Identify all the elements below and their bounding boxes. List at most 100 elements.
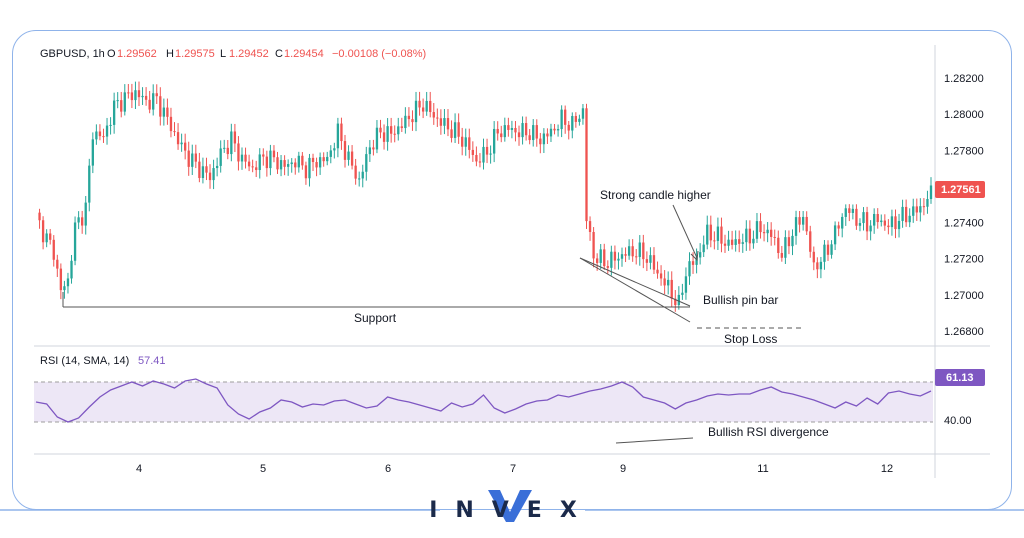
candle-body [883, 220, 886, 226]
candle-body [233, 131, 237, 144]
candle-body [436, 117, 439, 119]
candle-body [382, 132, 386, 142]
stop-loss-label: Stop Loss [724, 332, 777, 346]
candle-body [635, 256, 638, 258]
candle-body [553, 128, 556, 131]
candle-body [347, 151, 350, 160]
candle-body [677, 294, 680, 306]
candle-body [713, 240, 716, 242]
candle-body [478, 161, 482, 163]
candle-body [137, 90, 141, 98]
price-tick-label: 1.28000 [944, 109, 984, 121]
candle-body [681, 292, 684, 295]
candle-body [450, 129, 453, 138]
price-tick-label: 1.27000 [944, 290, 984, 302]
candle-body [453, 122, 457, 138]
candle-body [66, 278, 70, 287]
close-value: 1.29454 [284, 48, 324, 60]
candle-body [297, 155, 300, 168]
candle-body [45, 233, 48, 243]
candle-body [308, 157, 311, 179]
pin-bar-label: Bullish pin bar [703, 293, 778, 307]
candle-body [421, 107, 425, 112]
candle-body [503, 125, 506, 138]
candle-body [187, 150, 190, 167]
high-value: 1.29575 [175, 48, 215, 60]
candle-body [791, 235, 794, 247]
candle-body [386, 126, 389, 142]
candle-body [830, 244, 833, 255]
candle-body [41, 220, 45, 243]
candle-body [262, 154, 265, 157]
candle-body [52, 239, 55, 260]
candle-body [716, 226, 720, 241]
high-label: H [166, 48, 174, 60]
candle-body [794, 217, 798, 236]
candle-body [489, 153, 492, 155]
candle-body [361, 171, 364, 179]
candle-body [578, 118, 581, 122]
candle-body [755, 221, 759, 239]
candle-body [858, 223, 862, 226]
candle-body [926, 198, 929, 207]
strong-candle-arrow [672, 204, 698, 259]
candle-body [809, 231, 812, 252]
candle-body [709, 224, 712, 241]
rsi-pane [34, 378, 933, 423]
rsi-line [35, 378, 932, 423]
candle-body [294, 162, 297, 168]
candle-body [745, 228, 748, 243]
last-price-value: 1.27561 [941, 184, 981, 196]
candle-body [929, 185, 933, 199]
candle-body [98, 131, 102, 137]
candle-body [485, 146, 489, 155]
price-axis: 1.282001.280001.278001.276001.274001.272… [944, 73, 984, 338]
open-value: 1.29562 [117, 48, 157, 60]
rsi-sma-value: 57.41 [138, 355, 166, 367]
candle-body [120, 100, 123, 112]
trend-line-upper [579, 257, 691, 307]
open-label: O [107, 48, 116, 60]
rsi-divergence-line [615, 437, 694, 444]
candle-body [287, 164, 290, 167]
candle-body [123, 92, 126, 112]
candle-body [226, 147, 229, 155]
candle-body [535, 125, 538, 139]
candle-body [95, 131, 98, 140]
candle-body [574, 116, 578, 122]
rsi-divergence-label: Bullish RSI divergence [708, 425, 829, 439]
candle-body [176, 132, 180, 145]
candle-body [329, 150, 332, 157]
price-tick-label: 1.27800 [944, 145, 984, 157]
candle-body [468, 137, 471, 150]
candle-body [507, 125, 510, 130]
candle-body [134, 90, 137, 101]
candle-body [244, 154, 247, 162]
symbol-label: GBPUSD, 1h [40, 48, 105, 60]
trend-line-lower [579, 257, 691, 323]
candle-body [184, 142, 187, 151]
candle-body [148, 99, 151, 110]
candle-body [897, 220, 901, 230]
candle-body [567, 124, 570, 131]
candle-body [397, 126, 400, 135]
candle-body [752, 238, 755, 244]
candle-body [322, 157, 325, 162]
candle-body [674, 298, 677, 306]
last-price-tag [935, 181, 985, 198]
price-tick-label: 1.26800 [944, 326, 984, 338]
candle-body [816, 262, 819, 270]
candle-body [166, 107, 169, 117]
candle-body [585, 108, 588, 222]
candle-body [603, 249, 606, 267]
candle-body [627, 246, 631, 256]
price-tick-label: 1.28200 [944, 73, 984, 85]
candle-body [336, 123, 340, 149]
candle-body [759, 221, 762, 233]
candle-body [638, 242, 641, 257]
candle-body [439, 118, 443, 126]
price-tick-label: 1.27200 [944, 254, 984, 266]
candlestick-series [38, 81, 933, 312]
candle-body [443, 118, 446, 126]
